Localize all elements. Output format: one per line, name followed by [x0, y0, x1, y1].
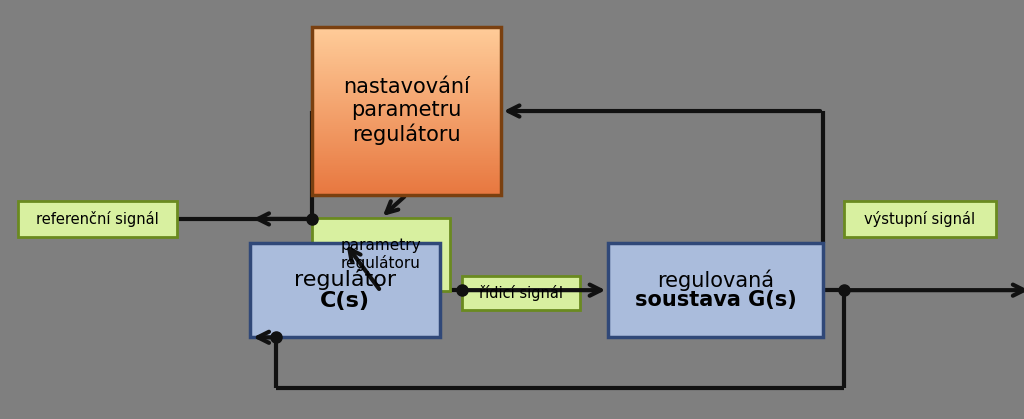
Text: nastavování
parametru
regulátoru: nastavování parametru regulátoru: [343, 77, 470, 145]
FancyBboxPatch shape: [251, 243, 439, 337]
Text: referenční signál: referenční signál: [36, 211, 159, 227]
FancyBboxPatch shape: [608, 243, 823, 337]
Text: C(s): C(s): [319, 291, 370, 311]
FancyBboxPatch shape: [845, 201, 995, 237]
FancyBboxPatch shape: [18, 201, 177, 237]
FancyBboxPatch shape: [462, 276, 580, 310]
FancyBboxPatch shape: [311, 218, 450, 291]
Text: regulovaná: regulovaná: [657, 269, 774, 291]
Text: řídicí signál: řídicí signál: [479, 285, 563, 301]
Text: soustava G(s): soustava G(s): [635, 290, 797, 310]
Text: parametry
regulátoru: parametry regulátoru: [340, 238, 421, 272]
Text: výstupní signál: výstupní signál: [864, 211, 976, 227]
Text: regulátor: regulátor: [294, 269, 396, 290]
